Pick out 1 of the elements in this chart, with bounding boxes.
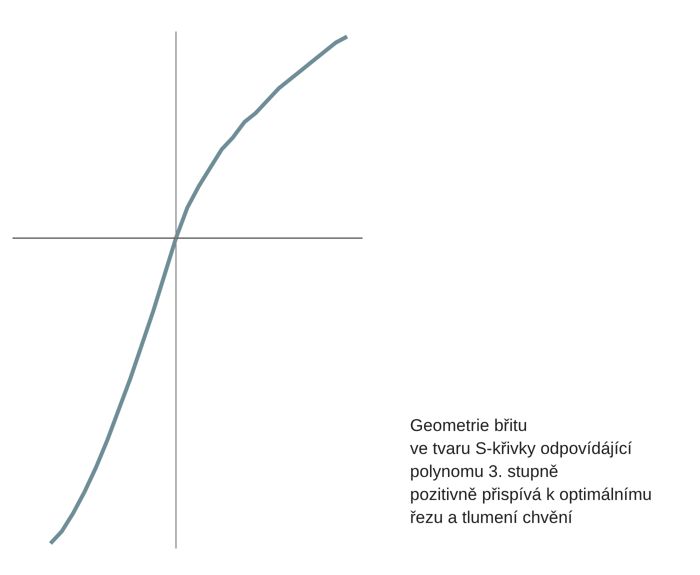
text: Geometrie břitu ve tvaru S-křivky odpovídájící polynomu 3. stupně pozitivně přispívá k optimálnímu řezu a tlumení chvění bbox=[410, 415, 652, 529]
